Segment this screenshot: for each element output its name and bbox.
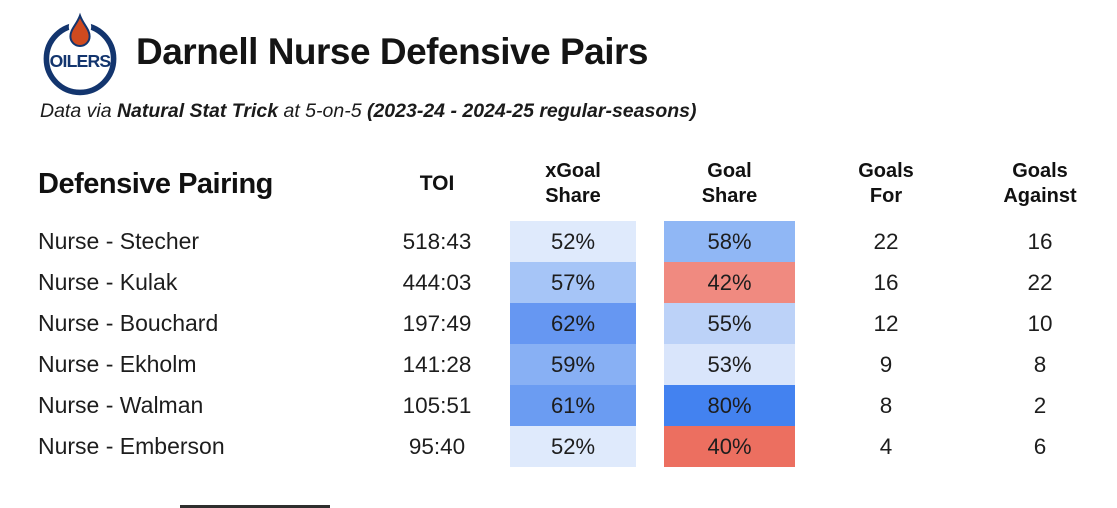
pairing-name: Nurse - Kulak: [38, 269, 178, 295]
pairing-name: Nurse - Emberson: [38, 433, 225, 459]
toi-value: 95:40: [408, 434, 466, 459]
xgoal-share-cell: 57%: [510, 262, 636, 303]
goals-for-value: 12: [873, 311, 899, 336]
subtitle-source: Natural Stat Trick: [116, 100, 279, 122]
goal-share-cell: 40%: [664, 426, 795, 467]
subtitle-prefix: Data via: [40, 100, 117, 122]
pairing-name: Nurse - Ekholm: [38, 351, 197, 377]
col-header-goals-against: Goals Against: [1003, 160, 1077, 207]
goals-against-value: 2: [1033, 393, 1047, 418]
xgoal-share-cell: 62%: [510, 303, 636, 344]
goals-against-value: 10: [1027, 311, 1053, 336]
xgoal-share-cell: 59%: [510, 344, 636, 385]
toi-value: 105:51: [402, 393, 472, 418]
goals-for-value: 4: [879, 434, 893, 459]
toi-value: 197:49: [402, 311, 472, 336]
goals-against-value: 16: [1027, 229, 1053, 254]
goal-share-cell: 53%: [664, 344, 795, 385]
goals-against-value: 8: [1033, 352, 1047, 377]
table-header-row: Defensive Pairing TOI xGoal Share Goal S…: [38, 153, 1103, 215]
goals-for-value: 16: [873, 270, 899, 295]
table-row: Nurse - Kulak 444:03 57% 42% 16 22: [38, 262, 1103, 303]
toi-value: 444:03: [402, 270, 472, 295]
subtitle-seasons: (2023-24 - 2024-25 regular-seasons): [366, 100, 697, 122]
cropped-element-bottom: [180, 505, 330, 508]
col-header-toi: TOI: [419, 171, 455, 195]
goals-against-value: 6: [1033, 434, 1047, 459]
toi-value: 141:28: [402, 352, 472, 377]
data-source-note: Data via Natural Stat Trick at 5-on-5 (2…: [40, 100, 1117, 123]
table-row: Nurse - Ekholm 141:28 59% 53% 9 8: [38, 344, 1103, 385]
col-header-goals-for: Goals For: [858, 160, 914, 207]
table-row: Nurse - Walman 105:51 61% 80% 8 2: [38, 385, 1103, 426]
pairing-name: Nurse - Bouchard: [38, 310, 219, 336]
goals-for-value: 22: [873, 229, 899, 254]
oilers-logo-text: OILERS: [50, 51, 112, 71]
xgoal-share-cell: 52%: [510, 426, 636, 467]
defensive-pairs-table: Defensive Pairing TOI xGoal Share Goal S…: [38, 153, 1103, 467]
goal-share-cell: 58%: [664, 221, 795, 262]
pairing-name: Nurse - Walman: [38, 392, 204, 418]
goal-share-cell: 80%: [664, 385, 795, 426]
table-row: Nurse - Bouchard 197:49 62% 55% 12 10: [38, 303, 1103, 344]
page-title: Darnell Nurse Defensive Pairs: [136, 31, 648, 72]
goal-share-cell: 42%: [664, 262, 795, 303]
table-row: Nurse - Stecher 518:43 52% 58% 22 16: [38, 221, 1103, 262]
goals-against-value: 22: [1027, 270, 1053, 295]
goal-share-cell: 55%: [664, 303, 795, 344]
xgoal-share-cell: 52%: [510, 221, 636, 262]
xgoal-share-cell: 61%: [510, 385, 636, 426]
page-header: OILERS Darnell Nurse Defensive Pairs: [0, 0, 1117, 96]
subtitle-middle: at 5-on-5: [278, 100, 367, 122]
col-header-goal-share: Goal Share: [701, 160, 758, 207]
pairing-name: Nurse - Stecher: [38, 228, 200, 254]
oilers-logo-icon: OILERS: [43, 12, 117, 96]
toi-value: 518:43: [402, 229, 472, 254]
col-header-xgoal-share: xGoal Share: [545, 160, 601, 207]
col-header-defensive-pairing: Defensive Pairing: [38, 167, 273, 200]
table-row: Nurse - Emberson 95:40 52% 40% 4 6: [38, 426, 1103, 467]
goals-for-value: 9: [879, 352, 893, 377]
goals-for-value: 8: [879, 393, 893, 418]
